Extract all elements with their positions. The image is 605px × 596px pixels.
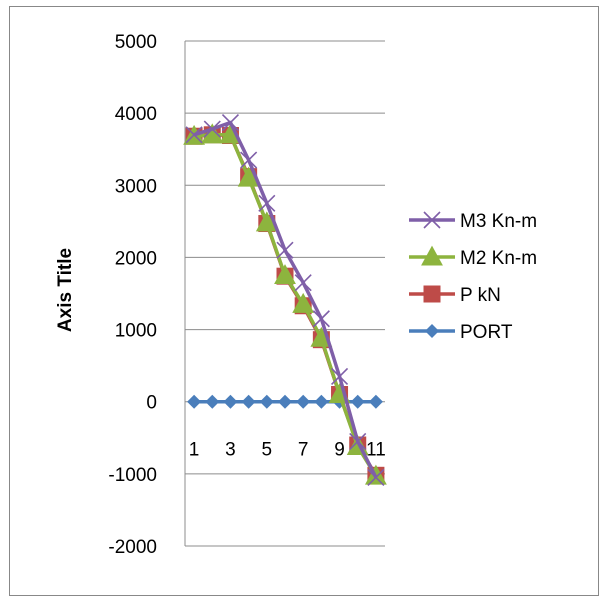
- series-m3-kn-m: [185, 113, 385, 487]
- x-tick-label: 7: [298, 440, 309, 461]
- y-tick-label: -1000: [108, 465, 157, 486]
- data-point: [258, 194, 276, 212]
- legend-item: M3 Kn-m: [409, 211, 537, 232]
- data-point: [274, 264, 296, 285]
- data-point: [294, 274, 312, 292]
- x-tick-labels: 1 3 5 7 9 11: [189, 440, 386, 461]
- data-point: [292, 292, 315, 313]
- legend-label: M2 Kn-m: [460, 248, 537, 269]
- x-tick-label: 9: [334, 440, 345, 461]
- data-point: [237, 166, 260, 187]
- legend-item: PORT: [409, 322, 513, 343]
- data-point: [425, 324, 439, 338]
- data-point: [296, 394, 311, 409]
- legend-label: PORT: [460, 322, 513, 343]
- y-tick-label: 4000: [115, 104, 157, 125]
- data-point: [201, 123, 224, 144]
- data-point: [312, 310, 330, 328]
- data-point: [219, 123, 242, 144]
- data-point: [259, 394, 274, 409]
- gridlines: [184, 40, 385, 547]
- data-point: [241, 394, 256, 409]
- data-point: [187, 394, 202, 409]
- data-point: [185, 126, 203, 144]
- y-tick-label: 3000: [115, 176, 157, 197]
- data-point: [314, 394, 329, 409]
- data-point: [368, 394, 383, 409]
- series-port: [187, 394, 383, 409]
- x-tick-label: 11: [366, 440, 386, 461]
- data-point: [423, 211, 441, 229]
- x-tick-label: 5: [262, 440, 273, 461]
- data-point: [330, 367, 349, 386]
- legend-item: P kN: [409, 285, 501, 306]
- y-tick-label: 1000: [115, 321, 157, 342]
- y-tick-label: -2000: [108, 537, 157, 558]
- x-tick-label: 3: [225, 440, 236, 461]
- x-tick-label: 1: [189, 440, 200, 461]
- legend-label: M3 Kn-m: [460, 211, 537, 232]
- data-point: [203, 120, 221, 138]
- legend: M3 Kn-m M2 Kn-m P kN PORT: [409, 211, 537, 343]
- y-axis-title: Axis Title: [55, 248, 76, 332]
- data-point: [278, 394, 292, 409]
- data-point: [423, 285, 441, 303]
- y-tick-labels: 5000 4000 3000 2000 1000 0 -1000 -2000: [108, 32, 157, 558]
- data-point: [223, 394, 238, 409]
- y-tick-label: 0: [146, 393, 157, 414]
- data-point: [421, 245, 443, 266]
- data-point: [255, 211, 278, 232]
- series-line: [193, 133, 378, 477]
- y-tick-label: 5000: [115, 32, 157, 53]
- data-point: [350, 394, 365, 409]
- data-point: [276, 241, 294, 259]
- legend-item: M2 Kn-m: [409, 245, 537, 269]
- data-point: [221, 113, 240, 132]
- data-point: [205, 394, 220, 409]
- y-tick-label: 2000: [115, 248, 157, 269]
- legend-label: P kN: [460, 285, 501, 306]
- data-point: [367, 468, 385, 487]
- series-lines: [183, 113, 387, 487]
- data-point: [240, 151, 258, 169]
- data-point: [349, 432, 367, 450]
